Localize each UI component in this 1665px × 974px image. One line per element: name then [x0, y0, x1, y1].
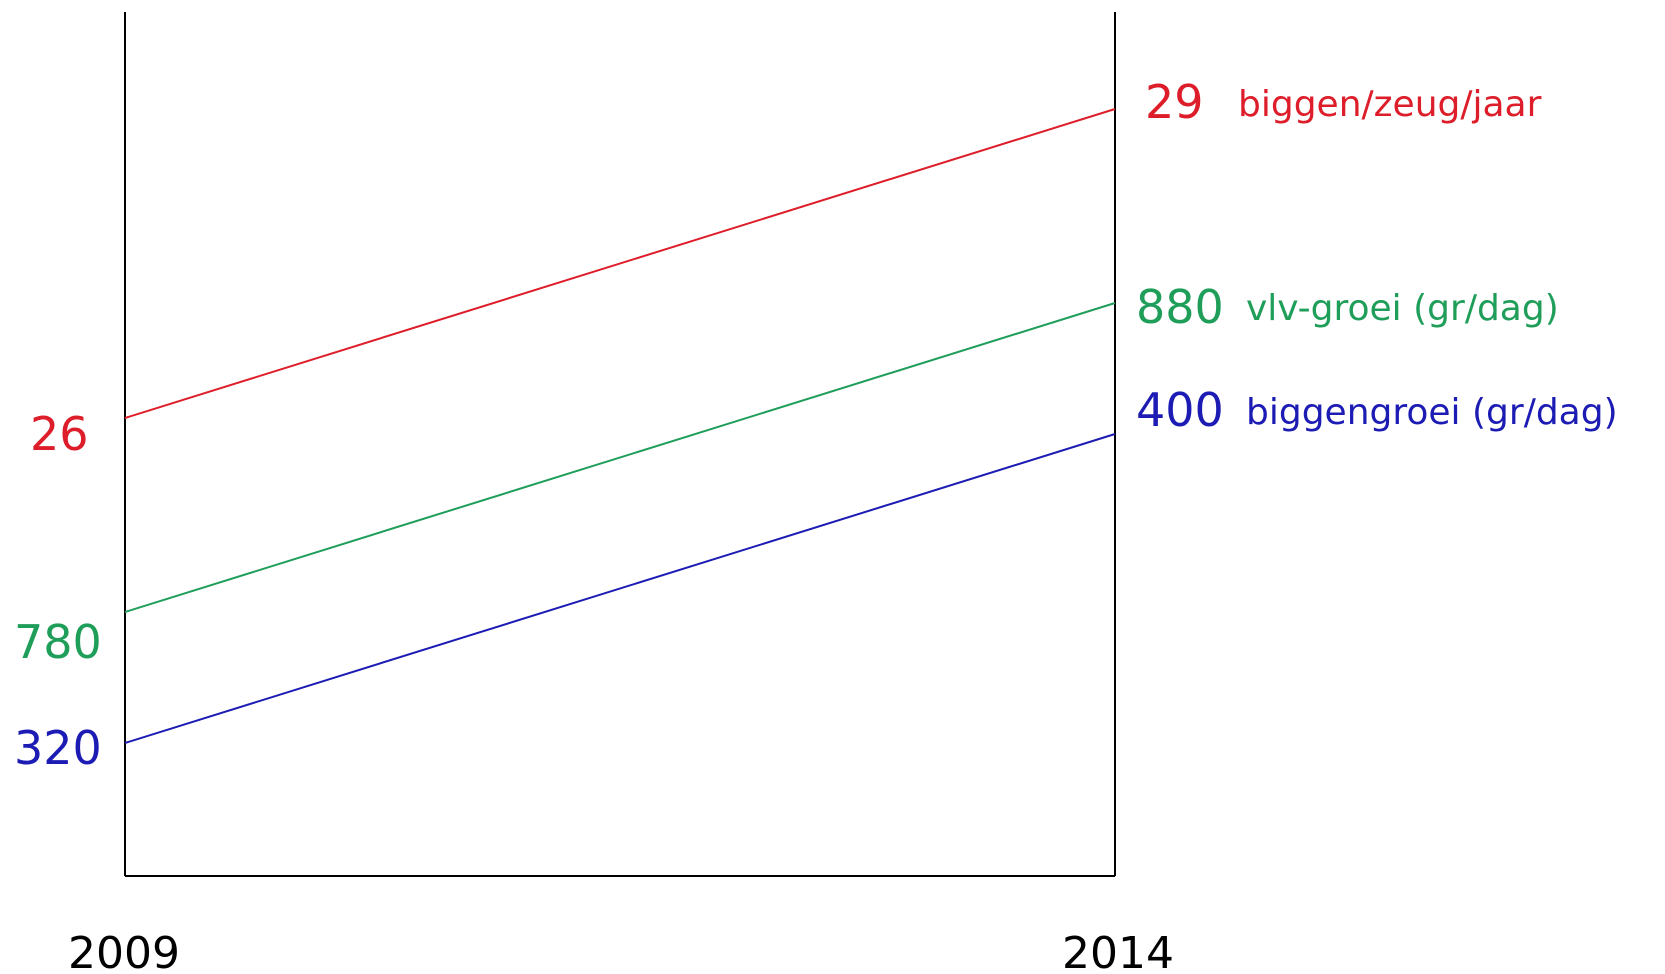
start-label-vlv-groei: 780 — [14, 615, 102, 669]
end-label-biggen-zeug-jaar: 29 — [1145, 75, 1204, 129]
start-label-biggen-zeug-jaar: 26 — [30, 407, 89, 461]
series-name-biggen-zeug-jaar: biggen/zeug/jaar — [1238, 84, 1542, 125]
series-name-biggengroei: biggengroei (gr/dag) — [1246, 392, 1618, 433]
start-label-biggengroei: 320 — [14, 721, 102, 775]
series-line-biggen-zeug-jaar — [124, 108, 1116, 419]
series-line-vlv-groei — [124, 302, 1116, 613]
series-name-vlv-groei: vlv-groei (gr/dag) — [1246, 288, 1559, 329]
x-tick-label-end: 2014 — [1062, 928, 1174, 974]
series-line-biggengroei — [124, 433, 1116, 744]
end-label-biggengroei: 400 — [1136, 383, 1224, 437]
x-tick-label-start: 2009 — [68, 928, 180, 974]
end-label-vlv-groei: 880 — [1136, 280, 1224, 334]
